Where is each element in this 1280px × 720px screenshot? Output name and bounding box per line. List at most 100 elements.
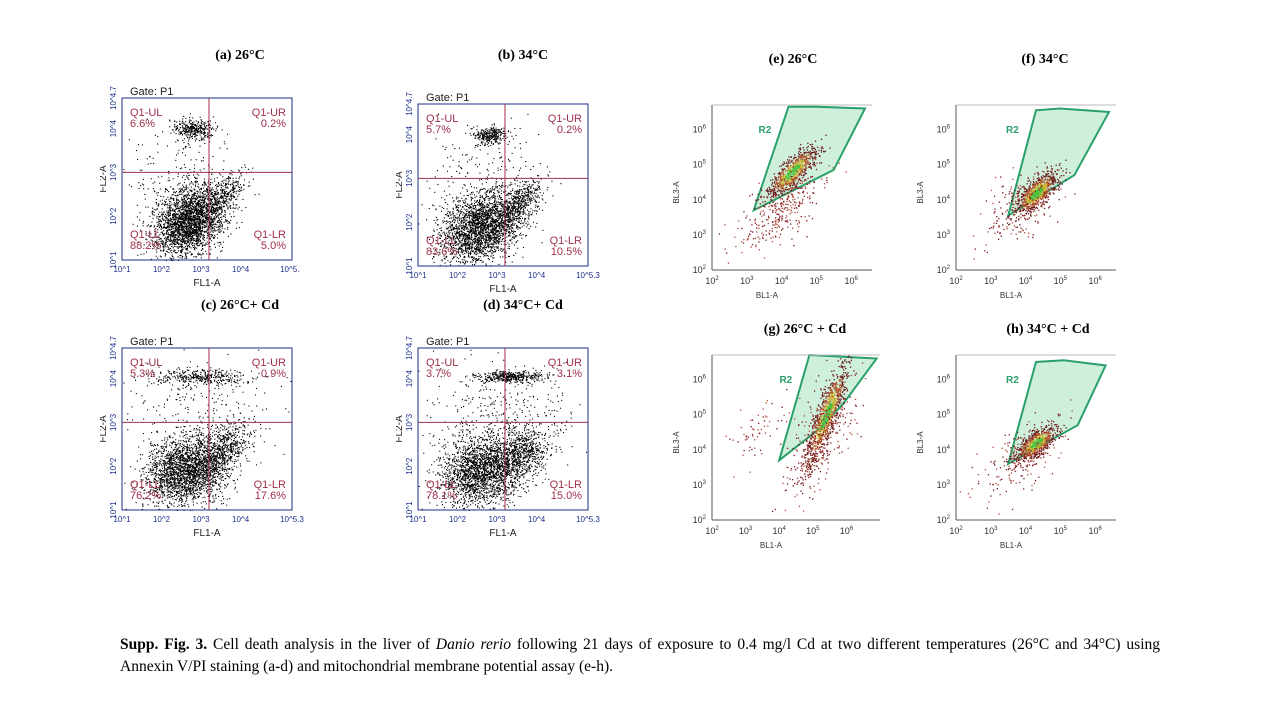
event-dot [232,189,234,191]
event-dot [204,178,206,180]
event-dot [439,205,441,207]
event-dot [466,219,468,221]
event-dot [209,225,211,227]
event-dot [474,219,476,221]
event-dot [178,183,180,185]
event-dot [215,204,217,206]
event-dot [500,221,502,223]
event-dot [194,247,196,249]
event-dot [495,178,497,180]
event-dot [157,229,159,231]
event-dot [483,226,485,228]
event-dot [496,190,498,192]
event-dot [204,190,206,192]
event-dot [193,248,195,250]
event-dot [220,225,222,227]
event-dot [197,241,199,243]
event-dot [215,197,217,199]
event-dot [165,250,167,252]
event-dot [201,206,203,208]
event-dot [174,121,176,123]
event-dot [196,229,198,231]
event-dot [211,173,213,175]
event-dot [227,228,229,230]
event-dot [439,227,441,229]
event-dot [497,246,499,248]
event-dot [460,230,462,232]
event-dot [466,226,468,228]
event-dot [211,206,213,208]
event-dot [196,128,198,130]
event-dot [159,246,161,248]
event-dot [190,220,192,222]
event-dot [492,240,494,242]
event-dot [171,235,173,237]
event-dot [188,174,190,176]
event-dot [197,129,199,131]
event-dot [472,256,474,258]
event-dot [188,211,190,213]
event-dot [490,224,492,226]
event-dot [508,228,510,230]
event-dot [136,216,138,218]
event-dot [209,246,211,248]
event-dot [171,232,173,234]
event-dot [217,220,219,222]
event-dot [471,213,473,215]
event-dot [175,213,177,215]
event-dot [195,229,197,231]
event-dot [196,181,198,183]
event-dot [209,216,211,218]
event-dot [165,233,167,235]
event-dot [235,190,237,192]
event-dot [207,234,209,236]
event-dot [194,191,196,193]
event-dot [197,234,199,236]
event-dot [470,250,472,252]
event-dot [191,231,193,233]
event-dot [186,175,188,177]
event-dot [209,234,211,236]
event-dot [187,172,189,174]
event-dot [451,248,453,250]
event-dot [486,242,488,244]
event-dot [156,217,158,219]
event-dot [493,219,495,221]
event-dot [209,130,211,132]
event-dot [227,192,229,194]
event-dot [498,184,500,186]
event-dot [489,216,491,218]
event-dot [196,130,198,132]
event-dot [168,235,170,237]
event-dot [166,233,168,235]
event-dot [165,217,167,219]
event-dot [187,210,189,212]
event-dot [219,241,221,243]
event-dot [190,231,192,233]
event-dot [198,205,200,207]
event-dot [215,194,217,196]
event-dot [214,217,216,219]
event-dot [505,252,507,254]
event-dot [181,205,183,207]
event-dot [471,192,473,194]
event-dot [209,184,211,186]
event-dot [460,225,462,227]
event-dot [205,128,207,130]
event-dot [198,228,200,230]
event-dot [168,219,170,221]
event-dot [469,211,471,213]
event-dot [206,198,208,200]
event-dot [123,169,125,171]
event-dot [435,240,437,242]
event-dot [184,195,186,197]
event-dot [189,214,191,216]
event-dot [477,253,479,255]
event-dot [162,250,164,252]
event-dot [192,208,194,210]
event-dot [168,226,170,228]
event-dot [458,232,460,234]
event-dot [187,236,189,238]
event-dot [189,234,191,236]
event-dot [440,235,442,237]
